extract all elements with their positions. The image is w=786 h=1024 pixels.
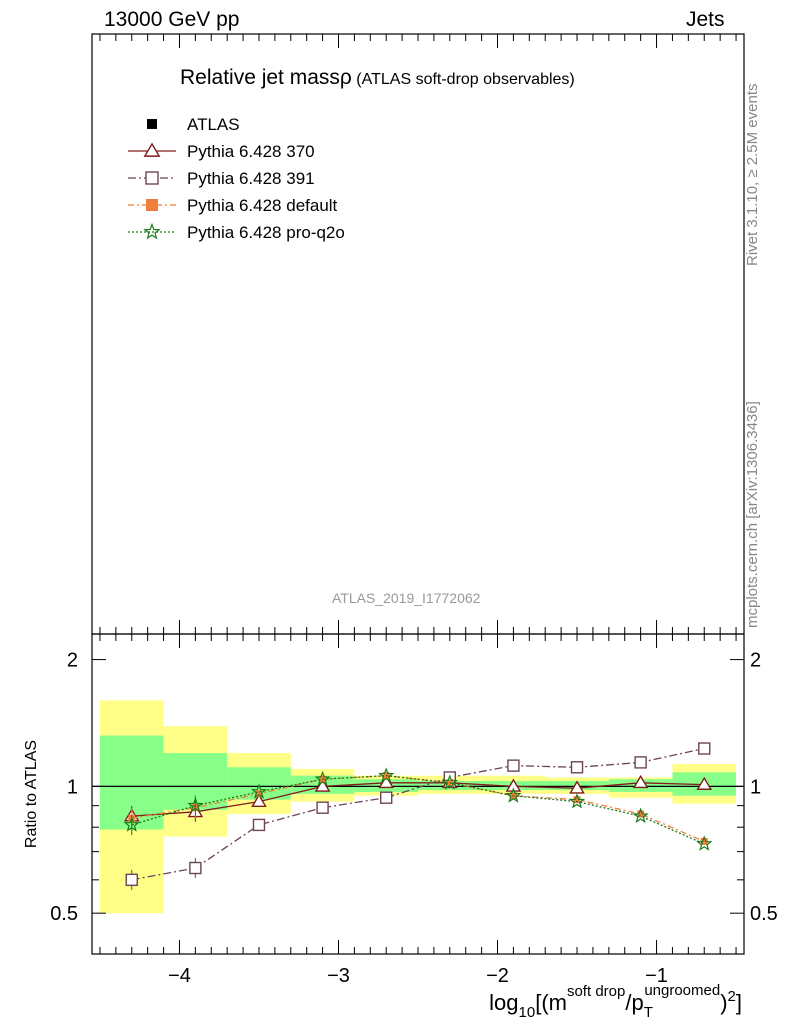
data-point	[700, 837, 708, 845]
series-line	[131, 747, 705, 881]
data-point	[634, 756, 647, 769]
plot-title-text: Relative jet mass	[180, 66, 340, 89]
y-tick-label: 2	[67, 650, 78, 672]
data-point	[568, 793, 586, 809]
legend-marker	[143, 222, 161, 240]
data-point	[441, 774, 458, 790]
legend-label: Pythia 6.428 391	[187, 169, 315, 188]
data-point	[573, 796, 581, 804]
data-point	[255, 790, 263, 798]
y-tick-label: 0.5	[50, 903, 78, 925]
data-point	[125, 873, 138, 887]
data-point	[632, 807, 649, 823]
legend-label: Pythia 6.428 default	[187, 196, 338, 215]
x-tick-label: −1	[645, 965, 668, 987]
data-point	[698, 742, 711, 755]
analysis-id-label: ATLAS_2019_I1772062	[332, 590, 481, 606]
legend-marker	[147, 119, 157, 129]
legend-label: Pythia 6.428 370	[187, 142, 315, 161]
y-tick-label-right: 1	[750, 776, 761, 798]
legend-entry: Pythia 6.428 370	[128, 142, 315, 161]
legend-marker	[145, 171, 159, 185]
legend-label: ATLAS	[187, 115, 240, 134]
legend-entry: Pythia 6.428 391	[128, 169, 315, 188]
data-point	[189, 861, 202, 875]
plot-title-suffix: (ATLAS soft-drop observables)	[351, 71, 575, 88]
data-point	[187, 797, 204, 813]
data-point	[379, 791, 393, 804]
legend-marker	[143, 142, 161, 157]
legend-label: Pythia 6.428 pro-q2o	[187, 223, 345, 242]
x-tick-label: −2	[486, 965, 509, 987]
header-right-label: Jets	[686, 8, 725, 31]
data-point	[251, 793, 267, 808]
data-point	[637, 810, 645, 818]
data-point	[252, 818, 266, 832]
data-point	[505, 778, 522, 792]
data-point	[123, 816, 140, 832]
plot-title-symbol: ρ	[339, 66, 352, 89]
legend-entry: ATLAS	[147, 115, 240, 134]
data-point	[314, 770, 331, 787]
legend-entry: Pythia 6.428 pro-q2o	[128, 222, 345, 242]
plot-title: Relative jet massρ (ATLAS soft-drop obse…	[180, 66, 575, 90]
data-point	[570, 761, 584, 774]
header-left-label: 13000 GeV pp	[104, 8, 240, 31]
series-line	[131, 775, 705, 845]
series-line	[131, 782, 705, 817]
data-point	[378, 774, 395, 789]
data-point	[505, 787, 522, 803]
data-point	[507, 759, 520, 772]
y-tick-label: 1	[67, 776, 78, 798]
data-point	[378, 767, 395, 783]
data-point	[316, 801, 329, 814]
data-point	[632, 774, 649, 789]
data-point	[696, 776, 713, 790]
y-tick-label-right: 0.5	[750, 903, 778, 925]
x-axis-label: log10[(msoft drop/pTungroomed)2]	[489, 982, 742, 1021]
legend-marker	[146, 199, 158, 211]
data-point	[569, 780, 585, 794]
x-tick-label: −4	[168, 965, 191, 987]
main-frame-ticks	[99, 34, 737, 634]
legend: ATLAS Pythia 6.428 370 Pythia 6.428 391 Pyt…	[128, 115, 345, 242]
data-point	[696, 835, 713, 851]
y-tick-label-right: 2	[750, 650, 761, 672]
data-point	[250, 783, 268, 799]
data-point	[314, 778, 331, 792]
x-tick-label: −3	[327, 965, 350, 987]
y-axis-label: Ratio to ATLAS	[23, 740, 40, 848]
ratio-panel: −4 −3 −2 −1 0.5 0.5 1 1 2 2 Ratio to ATLAS log10[(m…	[23, 633, 778, 1021]
legend-entry: Pythia 6.428 default	[128, 196, 338, 215]
series-group	[123, 767, 713, 851]
